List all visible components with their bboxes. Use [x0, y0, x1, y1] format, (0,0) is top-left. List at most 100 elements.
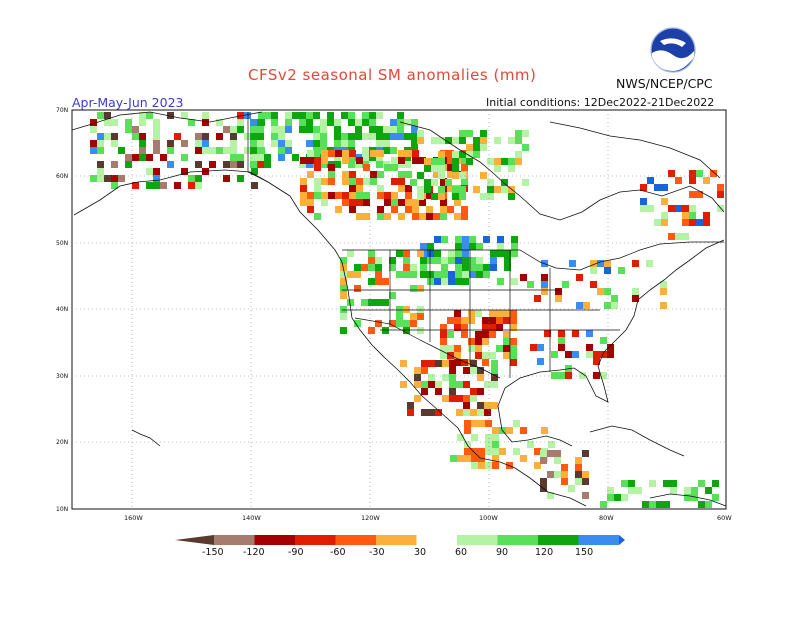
anomaly-cell [522, 144, 529, 151]
anomaly-cell [441, 257, 448, 264]
anomaly-cell [461, 206, 468, 213]
anomaly-cell [300, 199, 307, 206]
anomaly-cell [363, 192, 370, 199]
anomaly-cell [389, 320, 396, 327]
anomaly-cell [340, 271, 347, 278]
anomaly-cell [376, 112, 383, 119]
anomaly-cell [511, 236, 518, 243]
lat-label-70n: 70N [56, 107, 69, 114]
anomaly-cell [320, 119, 327, 126]
anomaly-cell [434, 278, 441, 285]
anomaly-cell [285, 147, 292, 154]
anomaly-cell [649, 480, 656, 487]
lon-label-140w: 140W [242, 514, 261, 522]
anomaly-cell [97, 112, 104, 119]
anomaly-cell [510, 352, 517, 359]
anomaly-cell [376, 161, 383, 168]
anomaly-cell [705, 501, 712, 508]
anomaly-cell [327, 112, 334, 119]
anomaly-cell [342, 171, 349, 178]
anomaly-cell [475, 345, 482, 352]
anomaly-cell [487, 186, 494, 193]
anomaly-cell [237, 154, 244, 161]
anomaly-cell [306, 126, 313, 133]
anomaly-cell [306, 161, 313, 168]
anomaly-cell [209, 161, 216, 168]
anomaly-cell [257, 154, 264, 161]
anomaly-cell [356, 213, 363, 220]
anomaly-cell [582, 492, 589, 499]
anomaly-cell [417, 137, 424, 144]
anomaly-cell [455, 257, 462, 264]
anomaly-cell [470, 360, 477, 367]
anomaly-cell [492, 434, 499, 441]
anomaly-cell [463, 409, 470, 416]
anomaly-cell [468, 338, 475, 345]
anomaly-cell [237, 175, 244, 182]
anomaly-cell [689, 177, 696, 184]
anomaly-cell [572, 330, 579, 337]
anomaly-cell [497, 243, 504, 250]
anomaly-cell [427, 257, 434, 264]
anomaly-cell [368, 250, 375, 257]
anomaly-cell [125, 119, 132, 126]
anomaly-cell [611, 295, 618, 302]
anomaly-cell [579, 372, 586, 379]
anomaly-cell [202, 112, 209, 119]
anomaly-cell [448, 250, 455, 257]
anomaly-cell [410, 179, 417, 186]
anomaly-cell [390, 133, 397, 140]
anomaly-cell [691, 494, 698, 501]
anomaly-cell [278, 154, 285, 161]
anomaly-cell [427, 278, 434, 285]
legend-box [295, 535, 336, 545]
anomaly-cell [575, 457, 582, 464]
anomaly-cell [717, 191, 724, 198]
coastline-arctic [71, 111, 263, 131]
anomaly-cell [682, 233, 689, 240]
anomaly-cell [466, 130, 473, 137]
map-title: CFSv2 seasonal SM anomalies (mm) [248, 66, 537, 84]
anomaly-cell [202, 133, 209, 140]
anomaly-cell [410, 271, 417, 278]
anomaly-cell [348, 112, 355, 119]
anomaly-cell [435, 360, 442, 367]
anomaly-cell [132, 133, 139, 140]
anomaly-cell [497, 250, 504, 257]
anomaly-cell [717, 184, 724, 191]
anomaly-cell [480, 144, 487, 151]
anomaly-cell [132, 154, 139, 161]
graticule [72, 110, 726, 509]
anomaly-cell [477, 367, 484, 374]
anomaly-cell [412, 150, 419, 157]
anomaly-cell [391, 199, 398, 206]
anomaly-cell [97, 161, 104, 168]
anomaly-cell [369, 154, 376, 161]
anomaly-cell [299, 126, 306, 133]
anomaly-cell [540, 478, 547, 485]
anomaly-cell [590, 260, 597, 267]
anomaly-cell [462, 236, 469, 243]
anomaly-cell [348, 133, 355, 140]
anomaly-cell [111, 182, 118, 189]
anomaly-cell [558, 372, 565, 379]
anomaly-cell [534, 295, 541, 302]
anomaly-cell [340, 306, 347, 313]
anomaly-cell [398, 178, 405, 185]
anomaly-cell [447, 345, 454, 352]
anomaly-cell [447, 185, 454, 192]
anomaly-cell [447, 317, 454, 324]
anomaly-cell [480, 172, 487, 179]
anomaly-cell [582, 471, 589, 478]
anomaly-cell [424, 186, 431, 193]
lat-label-40n: 40N [56, 306, 69, 313]
anomaly-cell [405, 171, 412, 178]
anomaly-cell [496, 317, 503, 324]
anomaly-cell [390, 119, 397, 126]
anomaly-cell [490, 264, 497, 271]
anomaly-cell [340, 278, 347, 285]
anomaly-cell [575, 464, 582, 471]
anomaly-cell [555, 288, 562, 295]
anomaly-cell [404, 161, 411, 168]
anomaly-cell [250, 140, 257, 147]
